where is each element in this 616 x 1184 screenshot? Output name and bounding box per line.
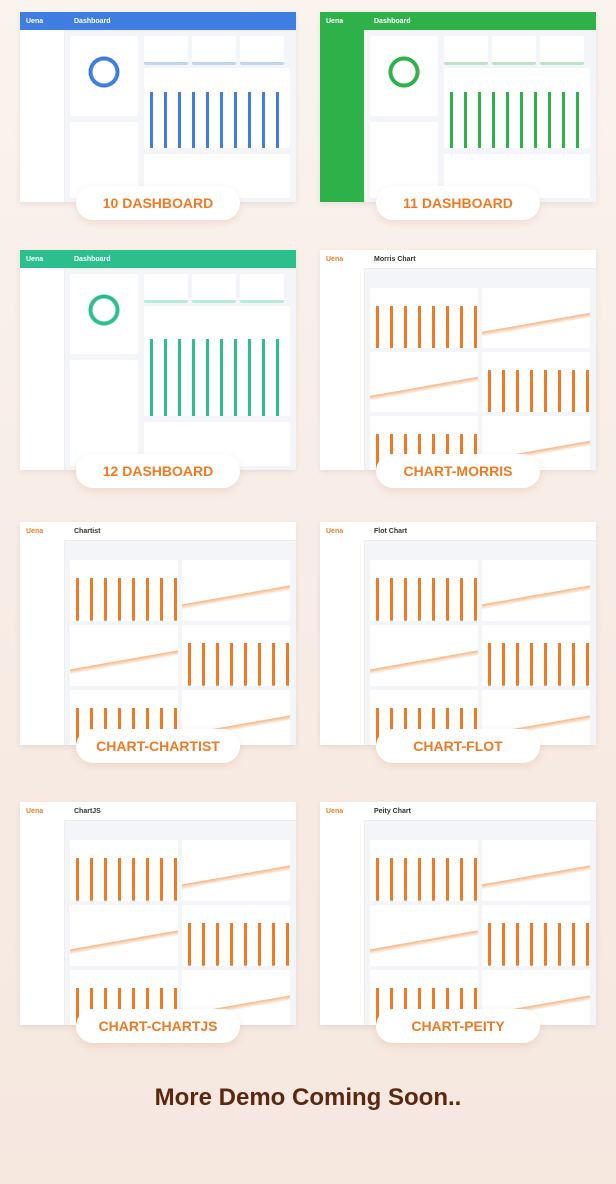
chart-panel: [370, 840, 478, 901]
stat-panel: [144, 274, 188, 303]
bar-chart-panel: [144, 68, 290, 148]
chart-panel: [182, 905, 290, 966]
brand-logo: Uena: [326, 807, 344, 815]
sidebar: [320, 820, 365, 1025]
header: Uena Chartist: [20, 522, 296, 541]
sidebar: [20, 540, 65, 745]
stat-panel: [192, 274, 236, 303]
stat-panel: [444, 36, 488, 65]
thumbnail: Uena Dashboard: [20, 250, 296, 470]
demo-label: CHART-CHARTIST: [76, 729, 240, 763]
chart-panel: [482, 560, 590, 621]
brand-logo: Uena: [26, 807, 44, 815]
header: Uena Dashboard: [20, 12, 296, 31]
target-panel: [70, 36, 138, 116]
thumbnail: Uena Flot Chart: [320, 522, 596, 745]
content: [70, 36, 290, 202]
header: Uena Peity Chart: [320, 802, 596, 821]
brand-logo: Uena: [326, 527, 344, 535]
content: [370, 546, 590, 745]
thumbnail: Uena Chartist: [20, 522, 296, 745]
chart-panel: [370, 905, 478, 966]
chart-panel: [370, 560, 478, 621]
chart-panel: [370, 625, 478, 686]
footer-text: More Demo Coming Soon..: [154, 1084, 462, 1111]
chart-panel: [370, 352, 478, 412]
demo-label: CHART-CHARTJS: [76, 1009, 240, 1043]
page-title: ChartJS: [74, 807, 101, 815]
thumbnail: Uena Peity Chart: [320, 802, 596, 1025]
chart-panel: [70, 905, 178, 966]
demo-label: CHART-MORRIS: [376, 454, 540, 488]
stat-panel: [540, 36, 584, 65]
page-title: Peity Chart: [374, 807, 411, 815]
content: [370, 826, 590, 1025]
chart-panel: [70, 560, 178, 621]
content: [70, 546, 290, 745]
chart-panel: [182, 840, 290, 901]
bar-chart-panel: [144, 306, 290, 416]
page-title: Dashboard: [374, 17, 411, 25]
header: Uena Dashboard: [320, 12, 596, 31]
thumbnail: Uena Morris Chart: [320, 250, 596, 470]
stat-panel: [492, 36, 536, 65]
content: [370, 274, 590, 470]
page-title: Dashboard: [74, 255, 111, 263]
page-title: Dashboard: [74, 17, 111, 25]
sidebar: [320, 540, 365, 745]
stat-panel: [240, 274, 284, 303]
brand-logo: Uena: [326, 17, 344, 25]
sidebar: [20, 268, 65, 470]
chart-panel: [70, 625, 178, 686]
demo-label: 12 DASHBOARD: [76, 454, 240, 488]
content: [370, 36, 590, 202]
thumbnail: Uena Dashboard: [20, 12, 296, 202]
demo-label: CHART-PEITY: [376, 1009, 540, 1043]
chart-panel: [482, 905, 590, 966]
demo-label: 10 DASHBOARD: [76, 186, 240, 220]
sidebar: [20, 820, 65, 1025]
header: Uena Dashboard: [20, 250, 296, 269]
sidebar: [20, 30, 65, 202]
target-panel: [70, 274, 138, 354]
chart-panel: [182, 560, 290, 621]
brand-logo: Uena: [26, 17, 44, 25]
page-title: Flot Chart: [374, 527, 408, 535]
stat-panel: [240, 36, 284, 65]
chart-panel: [482, 840, 590, 901]
header: Uena ChartJS: [20, 802, 296, 821]
brand-logo: Uena: [26, 527, 44, 535]
chart-panel: [482, 352, 590, 412]
page-title: Morris Chart: [374, 255, 416, 263]
trending-panel: [70, 122, 138, 198]
header: Uena Morris Chart: [320, 250, 596, 269]
trending-panel: [70, 360, 138, 466]
target-panel: [370, 36, 438, 116]
demo-label: 11 DASHBOARD: [376, 186, 540, 220]
sidebar: [320, 30, 365, 202]
stat-panel: [144, 36, 188, 65]
content: [70, 274, 290, 470]
bar-chart-panel: [444, 68, 590, 148]
stat-panel: [192, 36, 236, 65]
header: Uena Flot Chart: [320, 522, 596, 541]
page-title: Chartist: [74, 527, 101, 535]
sidebar: [320, 268, 365, 470]
thumbnail: Uena Dashboard: [320, 12, 596, 202]
chart-panel: [482, 625, 590, 686]
content: [70, 826, 290, 1025]
chart-panel: [70, 840, 178, 901]
chart-panel: [182, 625, 290, 686]
demo-label: CHART-FLOT: [376, 729, 540, 763]
brand-logo: Uena: [326, 255, 344, 263]
brand-logo: Uena: [26, 255, 44, 263]
chart-panel: [370, 288, 478, 348]
thumbnail: Uena ChartJS: [20, 802, 296, 1025]
chart-panel: [482, 288, 590, 348]
trending-panel: [370, 122, 438, 198]
